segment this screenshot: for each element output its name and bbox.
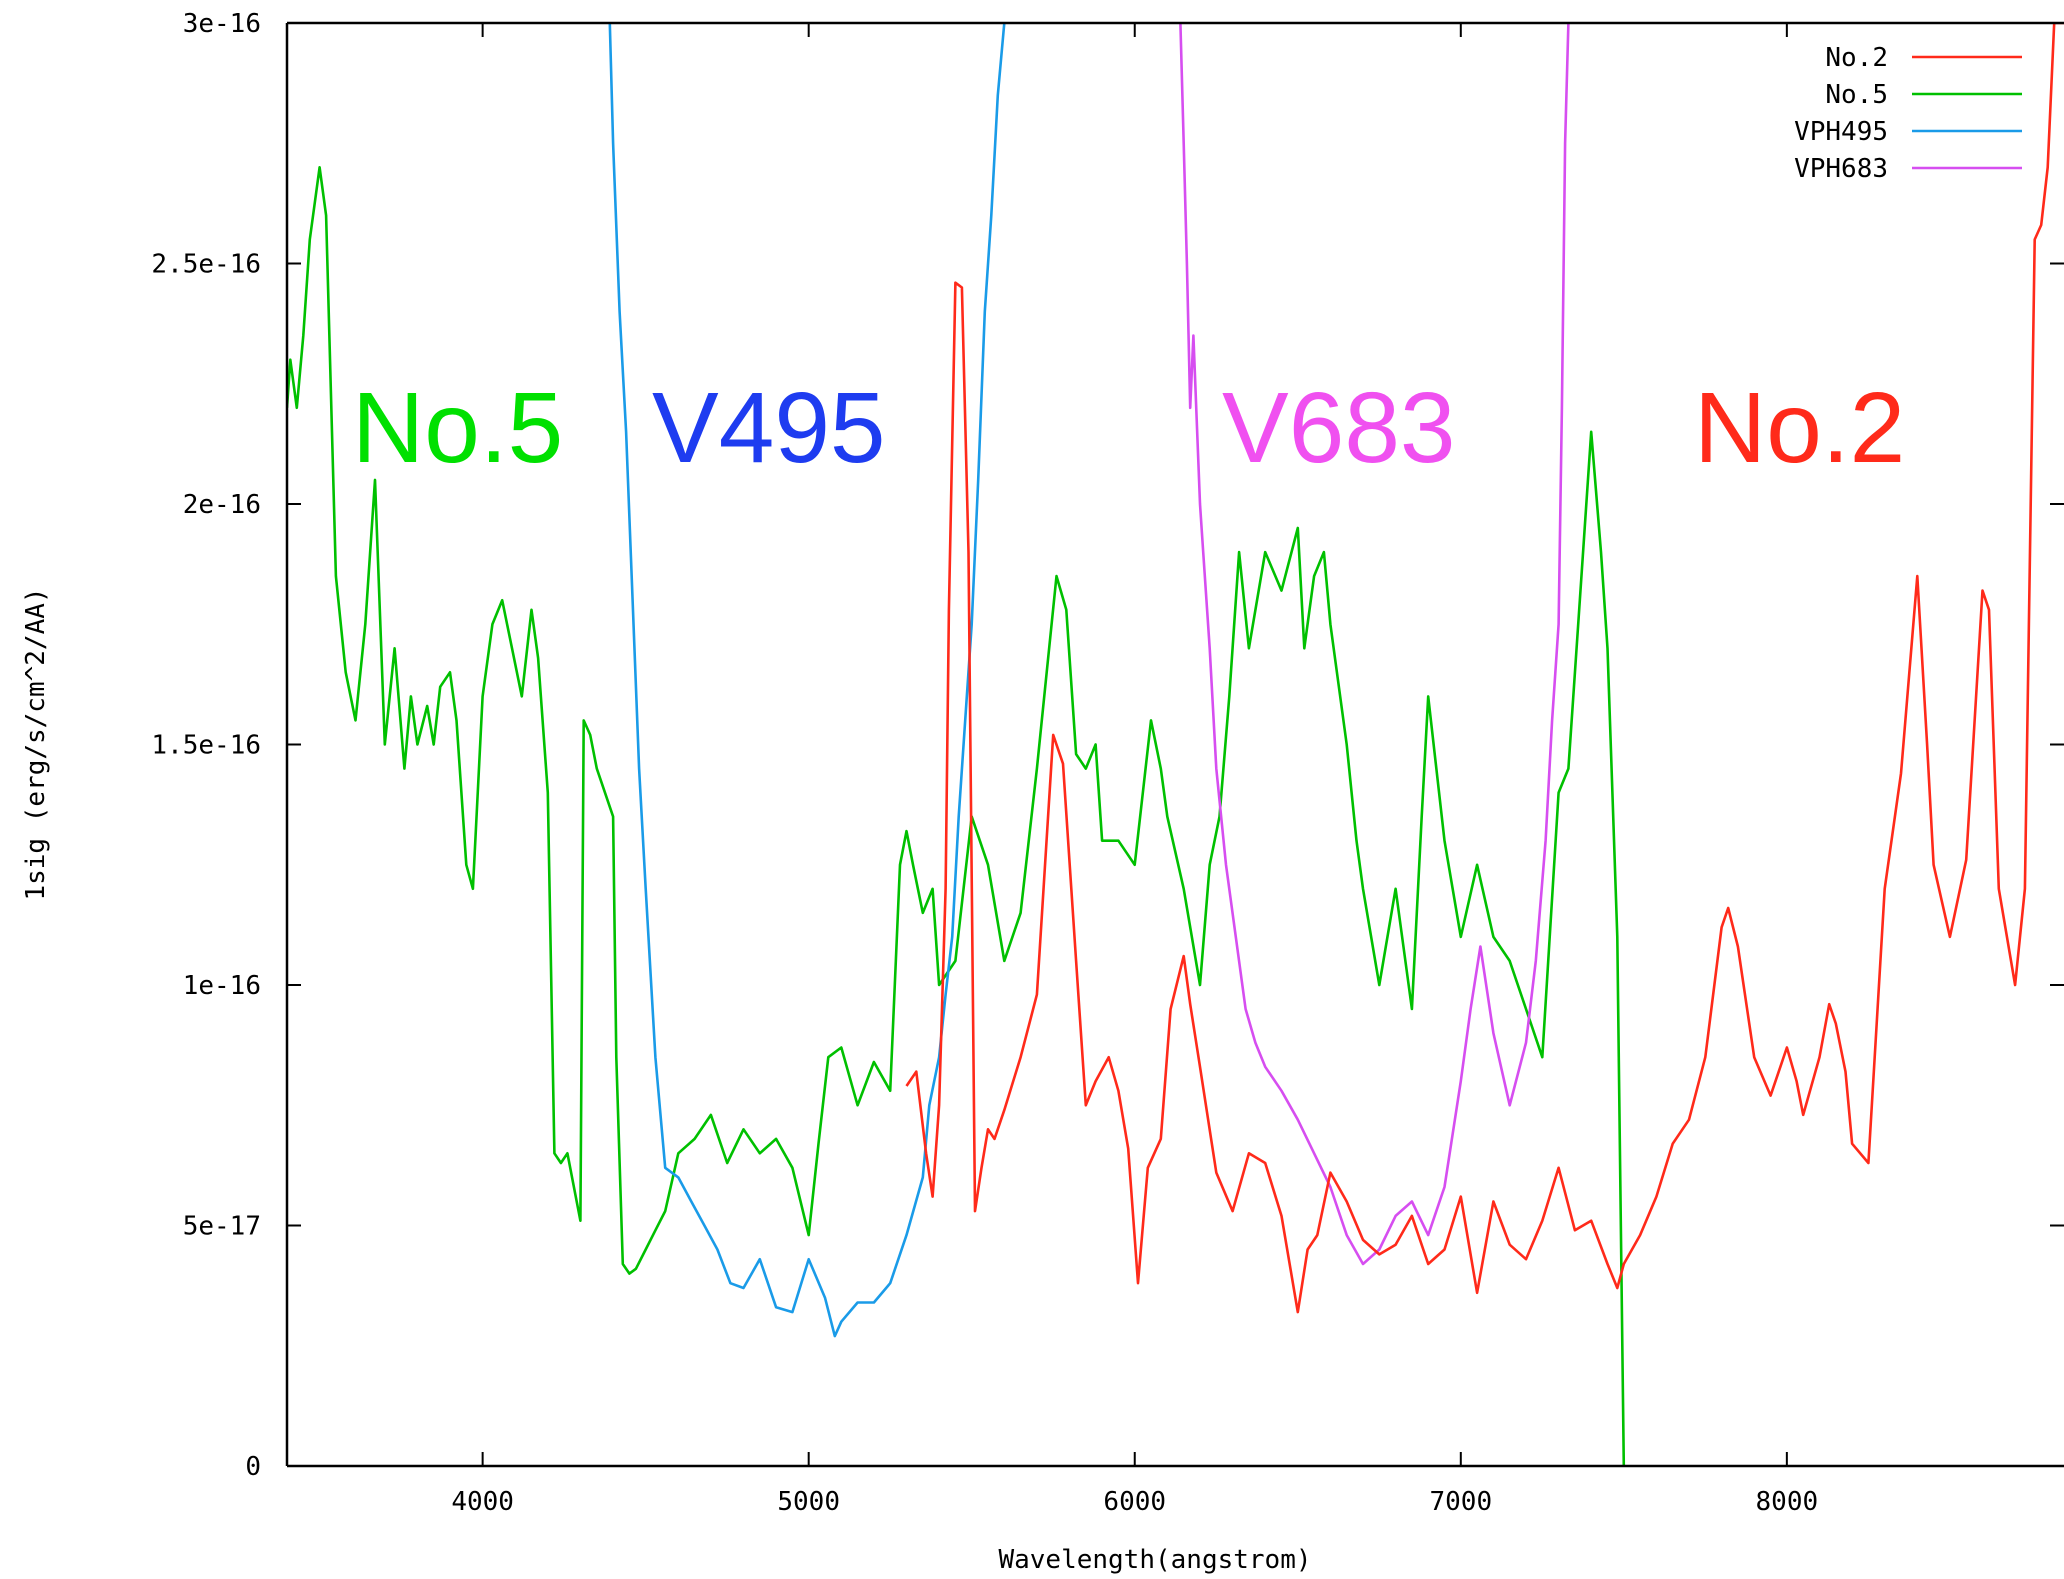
y-tick-label: 2e-16 xyxy=(183,490,261,520)
legend-label: VPH683 xyxy=(1794,154,1888,184)
annotation-label: V495 xyxy=(652,372,886,484)
annotations: No.5 V495 V683 No.2 xyxy=(352,372,1905,484)
series-line-vph683 xyxy=(1179,23,1570,1266)
legend-label: No.5 xyxy=(1825,80,1888,110)
x-tick-label: 8000 xyxy=(1756,1487,1819,1517)
y-tick-label: 5e-17 xyxy=(183,1212,261,1242)
y-tick-labels: 0 5e-17 1e-16 1.5e-16 2e-16 2.5e-16 3e-16 xyxy=(151,9,261,1482)
x-tick-labels: 4000 5000 6000 7000 8000 xyxy=(451,1487,1818,1517)
x-tick-label: 6000 xyxy=(1103,1487,1166,1517)
legend: No.2 No.5 VPH495 VPH683 xyxy=(1794,43,2022,184)
series-layer xyxy=(287,23,2064,1466)
x-axis-title: Wavelength(angstrom) xyxy=(998,1545,1311,1575)
legend-label: No.2 xyxy=(1825,43,1888,73)
y-tick-label: 1.5e-16 xyxy=(151,731,261,761)
annotation-label: No.5 xyxy=(352,372,563,484)
x-tick-label: 5000 xyxy=(777,1487,840,1517)
y-tick-label: 3e-16 xyxy=(183,9,261,39)
axes-layer xyxy=(285,21,2064,1468)
series-line-no5 xyxy=(287,166,1626,1466)
y-tick-label: 2.5e-16 xyxy=(151,250,261,280)
series-line-vph495 xyxy=(608,23,1006,1338)
x-tick-label: 7000 xyxy=(1429,1487,1492,1517)
annotation-label: V683 xyxy=(1222,372,1456,484)
series-line-no2 xyxy=(905,23,2064,1314)
y-axis-title: 1sig (erg/s/cm^2/AA) xyxy=(21,587,51,900)
y-tick-label: 0 xyxy=(245,1452,261,1482)
x-tick-label: 4000 xyxy=(451,1487,514,1517)
annotation-label: No.2 xyxy=(1694,372,1905,484)
y-tick-label: 1e-16 xyxy=(183,971,261,1001)
legend-label: VPH495 xyxy=(1794,117,1888,147)
